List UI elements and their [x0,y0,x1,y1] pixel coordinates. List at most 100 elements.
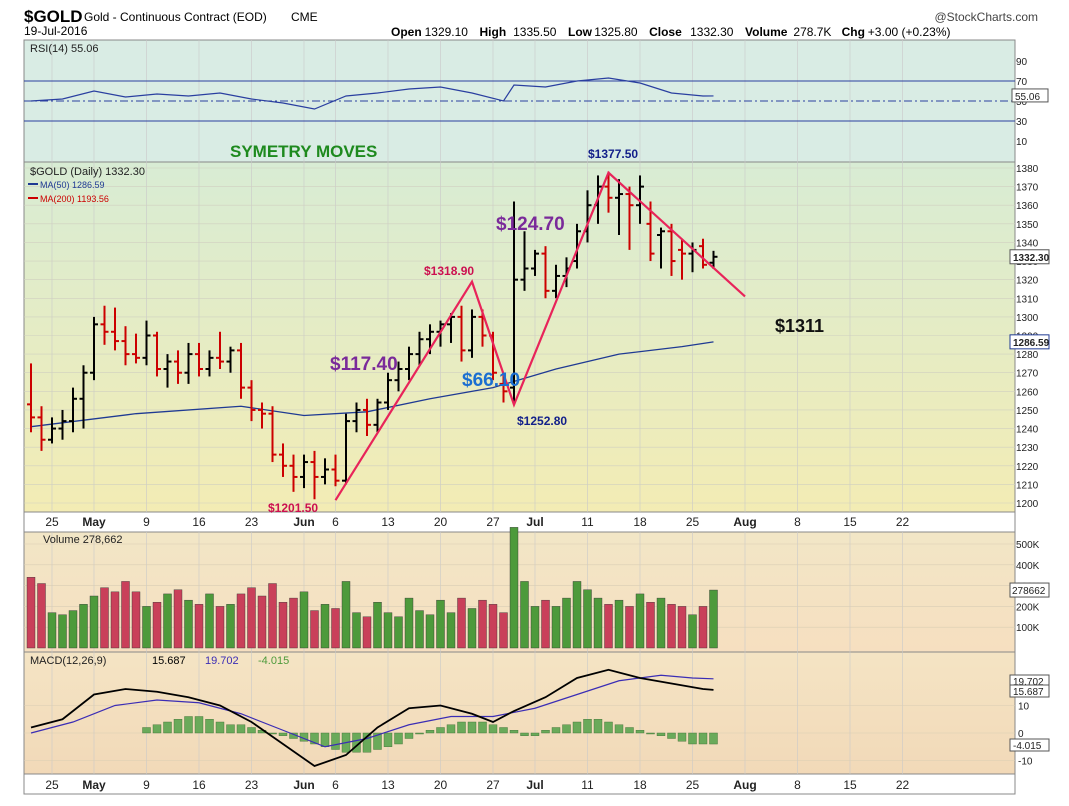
macd-histogram-bar [520,732,529,736]
volume-bar [68,610,78,649]
x-tick-label-top: 8 [794,515,801,529]
macd-histogram-bar [635,730,645,734]
volume-bar [236,593,246,649]
ohlc-bar [667,223,676,276]
macd-histogram-bar [142,727,151,734]
price-tick-label: 1210 [1016,480,1039,491]
volume-bar [331,608,340,649]
volume-bar [520,581,529,649]
volume-bar [163,593,172,649]
ohlc-bar [268,406,277,463]
price-tick-label: 1350 [1016,220,1039,231]
quote-volume-label: Volume [745,25,788,39]
volume-bar [667,604,676,649]
price-layer [27,171,718,500]
date-axis-bottom [23,773,1016,795]
ohlc-bar [258,402,266,429]
x-tick-label-top: 16 [192,515,206,529]
rsi-tick-label: 50 [1016,97,1028,108]
price-legend: $GOLD (Daily) 1332.30 [30,166,145,178]
price-tick-label: 1260 [1016,387,1039,398]
x-tick-label-top: 25 [686,515,700,529]
macd-histogram-bar [173,719,183,734]
high2-label: $1377.50 [588,147,638,161]
macd-histogram-bar [446,724,456,734]
symmetry-swing-line [334,170,746,501]
x-tick-label-bottom: 11 [581,778,594,792]
x-tick-label-top: 23 [245,515,259,529]
volume-bar [352,612,361,649]
macd-histogram-bar [530,732,540,736]
x-tick-label-bottom: 13 [381,778,395,792]
volume-bar [551,606,561,649]
ohlc-bar [604,171,613,213]
ohlc-bar [69,387,77,433]
low1-label: $1201.50 [268,501,318,515]
quote-low-label: Low [568,25,593,39]
ohlc-bar [615,179,623,235]
macd-tick-label: 10 [1018,702,1030,713]
macd-histogram-bar [709,732,718,745]
price-tick-label: 1370 [1016,183,1039,194]
rsi-line [30,77,714,110]
volume-bar [541,599,550,649]
ma50-legend: MA(50) 1286.59 [40,180,105,190]
volume-layer [26,527,718,649]
volume-bar [131,591,141,649]
macd-line [30,668,714,768]
macd-histogram-bar [278,732,288,736]
macd-signal-line [30,674,714,748]
macd-histogram-bar [551,727,561,734]
ohlc-bar [79,365,88,429]
macd-histogram-bar [677,732,687,742]
macd-histogram-bar [404,732,414,739]
volume-bar [688,614,697,649]
quote-chg-value: +3.00 (+0.23%) [868,25,951,39]
ohlc-bar [111,307,119,351]
brand-label: @StockCharts.com [934,10,1038,24]
ohlc-bar [226,346,235,373]
ohlc-bar [510,201,518,403]
macd-hist-value-label: -4.015 [1013,741,1042,752]
move3-label: $124.70 [496,214,565,235]
volume-bar [383,612,393,649]
rsi-tick-label: 30 [1016,117,1028,128]
macd-histogram-bar [236,724,246,734]
x-tick-label-bottom: Aug [733,778,756,792]
ohlc-bar [247,380,256,422]
ohlc-bar [363,398,371,436]
quote-low-value: 1325.80 [594,25,638,39]
macd-legend-signal: 19.702 [205,655,239,667]
x-tick-label-bottom: 15 [843,778,857,792]
macd-legend-value: 15.687 [152,655,186,667]
volume-bar [488,604,498,649]
x-tick-label-bottom: 27 [486,778,500,792]
macd-histogram-bar [667,732,676,739]
ohlc-bar [184,342,193,384]
quote-row: Open 1329.10 High 1335.50 Low 1325.80 Close 133… [391,25,951,39]
volume-bar [614,599,624,649]
symbol-description: Gold - Continuous Contract (EOD) [84,10,267,24]
volume-bar [530,606,540,649]
x-tick-label-top: May [82,515,106,529]
ohlc-bar [237,342,245,399]
ohlc-bar [100,305,109,345]
macd-value-label: 15.687 [1013,687,1044,698]
x-tick-label-top: 22 [896,515,910,529]
move1-label: $117.40 [330,354,398,375]
macd-histogram-bar [247,727,256,734]
x-tick-label-top: Jun [293,515,314,529]
volume-bar [656,597,666,649]
macd-histogram-bar [646,732,655,735]
macd-histogram-bar [478,721,487,734]
x-tick-label-top: 9 [143,515,150,529]
volume-bar [457,597,466,649]
ohlc-bar [552,264,560,299]
ma50-legend-swatch [28,183,38,185]
volume-bar [100,587,109,649]
volume-bar [37,583,46,649]
volume-bar [194,604,204,649]
x-tick-label-top: 27 [486,515,500,529]
macd-histogram-bar [436,727,445,734]
macd-signal-value-label: 19.702 [1013,677,1044,688]
